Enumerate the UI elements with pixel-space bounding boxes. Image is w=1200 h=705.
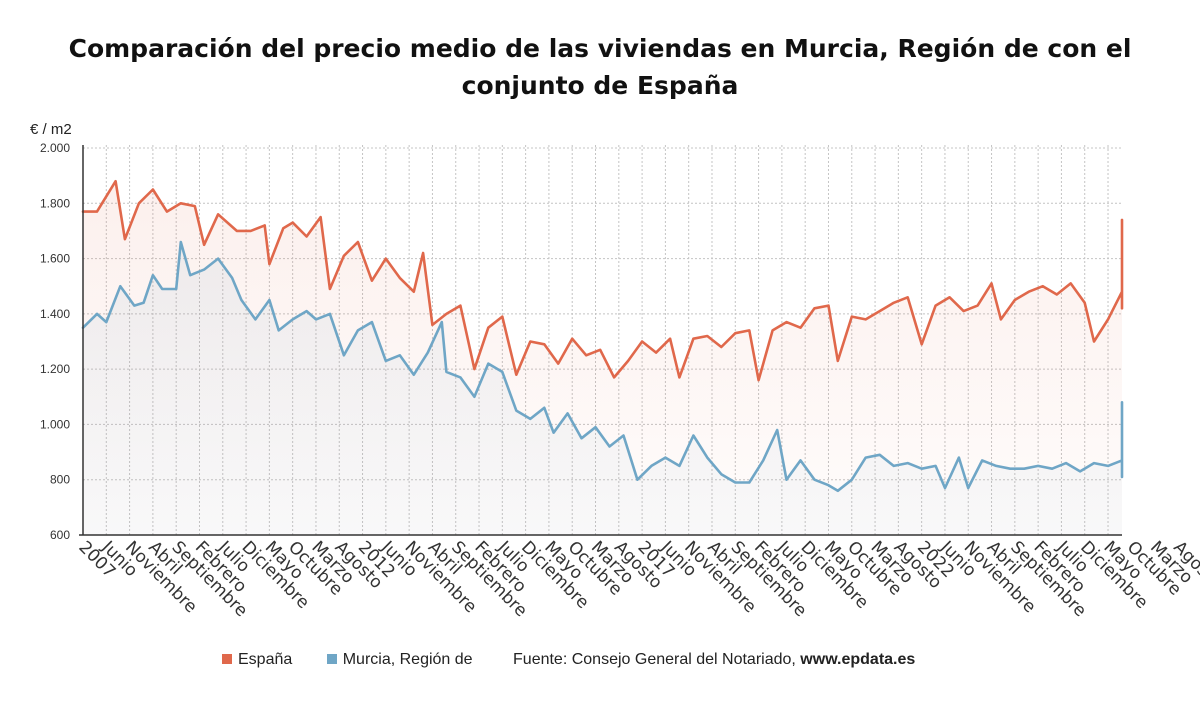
- series-line-murcia: [81, 240, 1124, 493]
- legend-label-murcia: Murcia, Región de: [342, 651, 473, 668]
- y-tick-label: 1.200: [40, 362, 70, 376]
- chart-title: Comparación del precio medio de las vivi…: [68, 34, 1132, 100]
- y-tick-label: 1.600: [40, 252, 70, 266]
- y-tick-label: 1.800: [40, 196, 70, 210]
- legend: España Murcia, Región de Fuente: Consejo…: [222, 651, 915, 669]
- source-site: www.epdata.es: [800, 651, 916, 668]
- y-tick-label: 800: [50, 473, 70, 487]
- y-tick-label: 1.400: [40, 307, 70, 321]
- series-area-1: [83, 242, 1122, 535]
- legend-label-espana: España: [238, 651, 293, 668]
- legend-swatch-murcia: [326, 654, 337, 664]
- source-label: Fuente: Consejo General del Notariado,: [513, 651, 801, 668]
- source-note: Fuente: Consejo General del Notariado, w…: [513, 651, 915, 669]
- y-tick-label: 600: [50, 528, 70, 542]
- legend-item-murcia[interactable]: Murcia, Región de: [326, 651, 473, 669]
- legend-swatch-espana: [222, 654, 232, 664]
- y-tick-label: 2.000: [40, 141, 70, 155]
- y-tick-label: 1.000: [40, 417, 70, 431]
- legend-item-espana[interactable]: España: [222, 651, 292, 669]
- y-axis-unit-label: € / m2: [30, 121, 72, 138]
- series-line-espana: [81, 179, 1124, 382]
